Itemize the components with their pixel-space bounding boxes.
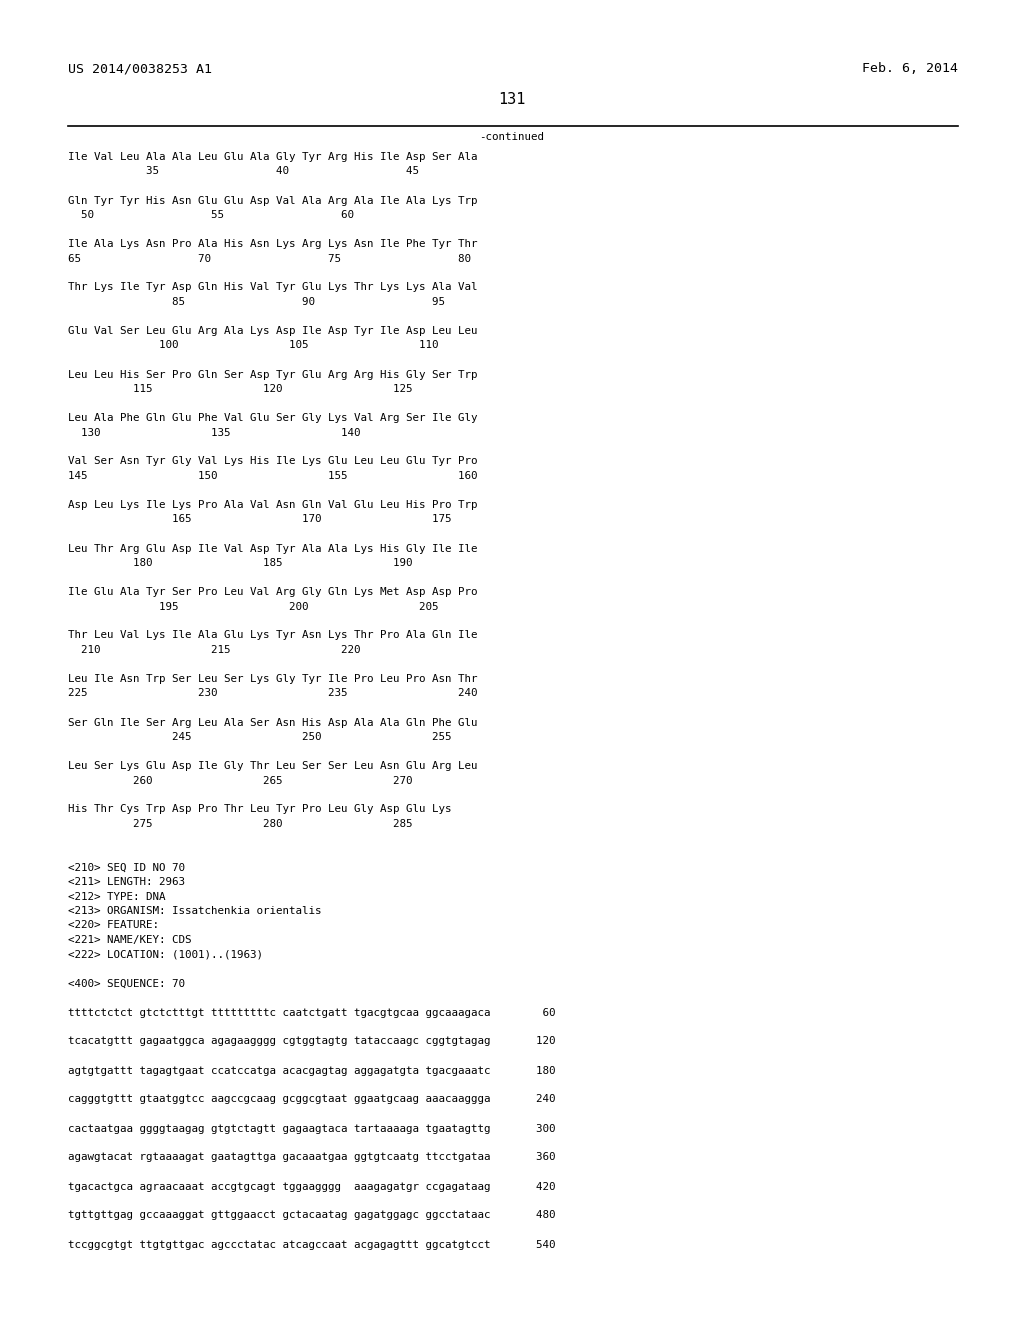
Text: tgttgttgag gccaaaggat gttggaacct gctacaatag gagatggagc ggcctataac       480: tgttgttgag gccaaaggat gttggaacct gctacaa… bbox=[68, 1210, 555, 1221]
Text: tcacatgttt gagaatggca agagaagggg cgtggtagtg tataccaagc cggtgtagag       120: tcacatgttt gagaatggca agagaagggg cgtggta… bbox=[68, 1036, 555, 1047]
Text: tccggcgtgt ttgtgttgac agccctatac atcagccaat acgagagttt ggcatgtcct       540: tccggcgtgt ttgtgttgac agccctatac atcagcc… bbox=[68, 1239, 555, 1250]
Text: cagggtgttt gtaatggtcc aagccgcaag gcggcgtaat ggaatgcaag aaacaaggga       240: cagggtgttt gtaatggtcc aagccgcaag gcggcgt… bbox=[68, 1094, 555, 1105]
Text: tgacactgca agraacaaat accgtgcagt tggaagggg  aaagagatgr ccgagataag       420: tgacactgca agraacaaat accgtgcagt tggaagg… bbox=[68, 1181, 555, 1192]
Text: <213> ORGANISM: Issatchenkia orientalis: <213> ORGANISM: Issatchenkia orientalis bbox=[68, 906, 322, 916]
Text: <220> FEATURE:: <220> FEATURE: bbox=[68, 920, 159, 931]
Text: 225                 230                 235                 240: 225 230 235 240 bbox=[68, 689, 477, 698]
Text: 115                 120                 125: 115 120 125 bbox=[68, 384, 413, 393]
Text: Leu Ala Phe Gln Glu Phe Val Glu Ser Gly Lys Val Arg Ser Ile Gly: Leu Ala Phe Gln Glu Phe Val Glu Ser Gly … bbox=[68, 413, 477, 422]
Text: 245                 250                 255: 245 250 255 bbox=[68, 733, 452, 742]
Text: Leu Ser Lys Glu Asp Ile Gly Thr Leu Ser Ser Leu Asn Glu Arg Leu: Leu Ser Lys Glu Asp Ile Gly Thr Leu Ser … bbox=[68, 762, 477, 771]
Text: Leu Ile Asn Trp Ser Leu Ser Lys Gly Tyr Ile Pro Leu Pro Asn Thr: Leu Ile Asn Trp Ser Leu Ser Lys Gly Tyr … bbox=[68, 675, 477, 684]
Text: Leu Leu His Ser Pro Gln Ser Asp Tyr Glu Arg Arg His Gly Ser Trp: Leu Leu His Ser Pro Gln Ser Asp Tyr Glu … bbox=[68, 370, 477, 380]
Text: Ile Ala Lys Asn Pro Ala His Asn Lys Arg Lys Asn Ile Phe Tyr Thr: Ile Ala Lys Asn Pro Ala His Asn Lys Arg … bbox=[68, 239, 477, 249]
Text: ttttctctct gtctctttgt tttttttttc caatctgatt tgacgtgcaa ggcaaagaca        60: ttttctctct gtctctttgt tttttttttc caatctg… bbox=[68, 1007, 555, 1018]
Text: <221> NAME/KEY: CDS: <221> NAME/KEY: CDS bbox=[68, 935, 191, 945]
Text: agawgtacat rgtaaaagat gaatagttga gacaaatgaa ggtgtcaatg ttcctgataa       360: agawgtacat rgtaaaagat gaatagttga gacaaat… bbox=[68, 1152, 555, 1163]
Text: 195                 200                 205: 195 200 205 bbox=[68, 602, 438, 611]
Text: 35                  40                  45: 35 40 45 bbox=[68, 166, 419, 177]
Text: <400> SEQUENCE: 70: <400> SEQUENCE: 70 bbox=[68, 978, 185, 989]
Text: Ile Glu Ala Tyr Ser Pro Leu Val Arg Gly Gln Lys Met Asp Asp Pro: Ile Glu Ala Tyr Ser Pro Leu Val Arg Gly … bbox=[68, 587, 477, 597]
Text: 131: 131 bbox=[499, 92, 525, 107]
Text: <210> SEQ ID NO 70: <210> SEQ ID NO 70 bbox=[68, 862, 185, 873]
Text: Thr Lys Ile Tyr Asp Gln His Val Tyr Glu Lys Thr Lys Lys Ala Val: Thr Lys Ile Tyr Asp Gln His Val Tyr Glu … bbox=[68, 282, 477, 293]
Text: <211> LENGTH: 2963: <211> LENGTH: 2963 bbox=[68, 876, 185, 887]
Text: <222> LOCATION: (1001)..(1963): <222> LOCATION: (1001)..(1963) bbox=[68, 949, 263, 960]
Text: Leu Thr Arg Glu Asp Ile Val Asp Tyr Ala Ala Lys His Gly Ile Ile: Leu Thr Arg Glu Asp Ile Val Asp Tyr Ala … bbox=[68, 544, 477, 553]
Text: US 2014/0038253 A1: US 2014/0038253 A1 bbox=[68, 62, 212, 75]
Text: Ser Gln Ile Ser Arg Leu Ala Ser Asn His Asp Ala Ala Gln Phe Glu: Ser Gln Ile Ser Arg Leu Ala Ser Asn His … bbox=[68, 718, 477, 727]
Text: 100                 105                 110: 100 105 110 bbox=[68, 341, 438, 351]
Text: 260                 265                 270: 260 265 270 bbox=[68, 776, 413, 785]
Text: 50                  55                  60: 50 55 60 bbox=[68, 210, 354, 220]
Text: Val Ser Asn Tyr Gly Val Lys His Ile Lys Glu Leu Leu Glu Tyr Pro: Val Ser Asn Tyr Gly Val Lys His Ile Lys … bbox=[68, 457, 477, 466]
Text: 275                 280                 285: 275 280 285 bbox=[68, 818, 413, 829]
Text: Gln Tyr Tyr His Asn Glu Glu Asp Val Ala Arg Ala Ile Ala Lys Trp: Gln Tyr Tyr His Asn Glu Glu Asp Val Ala … bbox=[68, 195, 477, 206]
Text: Asp Leu Lys Ile Lys Pro Ala Val Asn Gln Val Glu Leu His Pro Trp: Asp Leu Lys Ile Lys Pro Ala Val Asn Gln … bbox=[68, 500, 477, 510]
Text: 130                 135                 140: 130 135 140 bbox=[68, 428, 360, 437]
Text: Glu Val Ser Leu Glu Arg Ala Lys Asp Ile Asp Tyr Ile Asp Leu Leu: Glu Val Ser Leu Glu Arg Ala Lys Asp Ile … bbox=[68, 326, 477, 337]
Text: Ile Val Leu Ala Ala Leu Glu Ala Gly Tyr Arg His Ile Asp Ser Ala: Ile Val Leu Ala Ala Leu Glu Ala Gly Tyr … bbox=[68, 152, 477, 162]
Text: 145                 150                 155                 160: 145 150 155 160 bbox=[68, 471, 477, 480]
Text: Thr Leu Val Lys Ile Ala Glu Lys Tyr Asn Lys Thr Pro Ala Gln Ile: Thr Leu Val Lys Ile Ala Glu Lys Tyr Asn … bbox=[68, 631, 477, 640]
Text: -continued: -continued bbox=[479, 132, 545, 143]
Text: 180                 185                 190: 180 185 190 bbox=[68, 558, 413, 568]
Text: Feb. 6, 2014: Feb. 6, 2014 bbox=[862, 62, 958, 75]
Text: 210                 215                 220: 210 215 220 bbox=[68, 645, 360, 655]
Text: <212> TYPE: DNA: <212> TYPE: DNA bbox=[68, 891, 166, 902]
Text: 65                  70                  75                  80: 65 70 75 80 bbox=[68, 253, 471, 264]
Text: agtgtgattt tagagtgaat ccatccatga acacgagtag aggagatgta tgacgaaatc       180: agtgtgattt tagagtgaat ccatccatga acacgag… bbox=[68, 1065, 555, 1076]
Text: His Thr Cys Trp Asp Pro Thr Leu Tyr Pro Leu Gly Asp Glu Lys: His Thr Cys Trp Asp Pro Thr Leu Tyr Pro … bbox=[68, 804, 452, 814]
Text: 85                  90                  95: 85 90 95 bbox=[68, 297, 445, 308]
Text: cactaatgaa ggggtaagag gtgtctagtt gagaagtaca tartaaaaga tgaatagttg       300: cactaatgaa ggggtaagag gtgtctagtt gagaagt… bbox=[68, 1123, 555, 1134]
Text: 165                 170                 175: 165 170 175 bbox=[68, 515, 452, 524]
